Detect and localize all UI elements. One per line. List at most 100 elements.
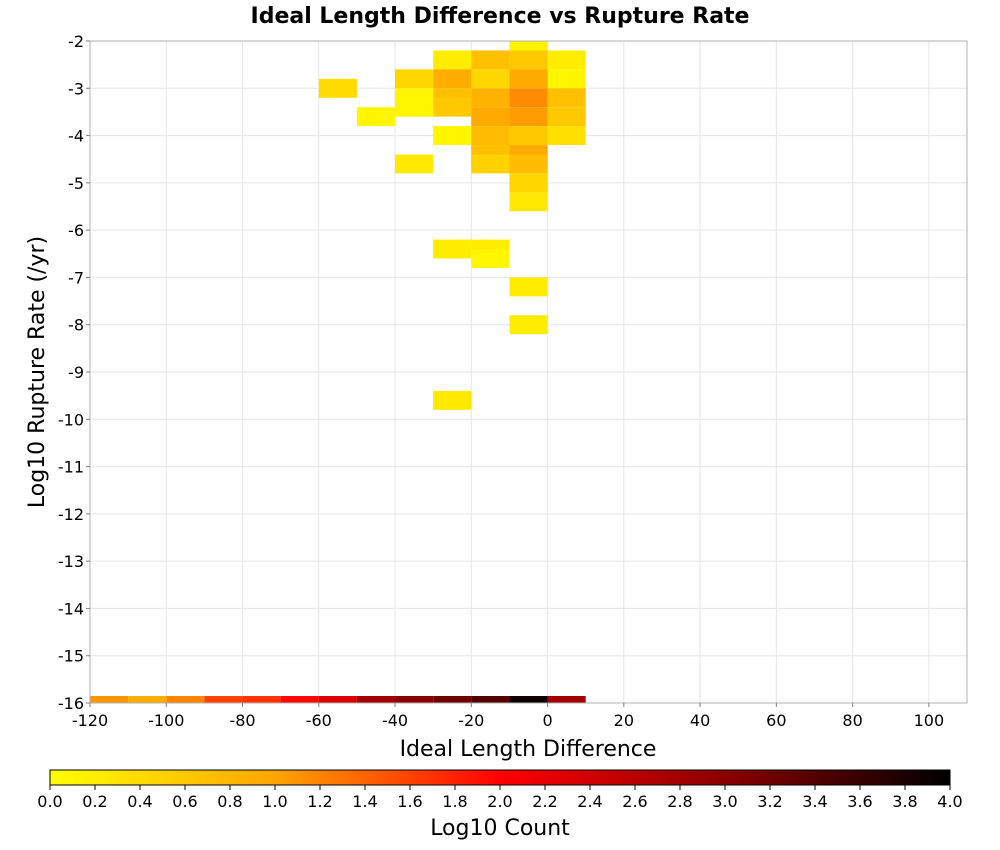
heatmap-cell bbox=[471, 107, 510, 127]
heatmap-cell bbox=[318, 696, 357, 703]
colorbar-tick-label: 0.8 bbox=[217, 792, 242, 811]
y-tick-label: -13 bbox=[58, 552, 84, 571]
heatmap-cell bbox=[547, 69, 586, 89]
heatmap-cell bbox=[90, 696, 129, 703]
heatmap-cell bbox=[509, 277, 548, 297]
heatmap-cell bbox=[509, 88, 548, 108]
heatmap-cell bbox=[204, 696, 243, 703]
heatmap-cell bbox=[509, 154, 548, 174]
y-tick-label: -3 bbox=[68, 79, 84, 98]
colorbar-tick-label: 3.4 bbox=[802, 792, 827, 811]
x-tick-label: 80 bbox=[842, 711, 862, 730]
heatmap-cell bbox=[547, 50, 586, 70]
colorbar-tick-label: 0.6 bbox=[172, 792, 197, 811]
heatmap-cells bbox=[90, 41, 586, 703]
y-tick-label: -7 bbox=[68, 268, 84, 287]
colorbar bbox=[49, 769, 951, 786]
colorbar-tick-label: 1.6 bbox=[397, 792, 422, 811]
heatmap-cell bbox=[547, 107, 586, 127]
colorbar-tick-label: 3.8 bbox=[892, 792, 917, 811]
colorbar-tick-label: 3.0 bbox=[712, 792, 737, 811]
heatmap-cell bbox=[509, 192, 548, 212]
x-tick-label: -120 bbox=[72, 711, 108, 730]
heatmap-cell bbox=[318, 78, 357, 98]
y-tick-label: -11 bbox=[58, 458, 84, 477]
y-tick-label: -16 bbox=[58, 694, 84, 713]
x-tick-label: 40 bbox=[690, 711, 710, 730]
colorbar-tick-label: 0.4 bbox=[127, 792, 152, 811]
heatmap-cell bbox=[433, 390, 472, 410]
heatmap-cell bbox=[433, 696, 472, 703]
x-tick-label: -40 bbox=[382, 711, 408, 730]
y-tick-label: -5 bbox=[68, 174, 84, 193]
colorbar-tick-label: 2.8 bbox=[667, 792, 692, 811]
colorbar-tick-label: 3.2 bbox=[757, 792, 782, 811]
colorbar-tick-label: 1.0 bbox=[262, 792, 287, 811]
heatmap-cell bbox=[433, 97, 472, 117]
heatmap-cell bbox=[166, 696, 205, 703]
heatmap-cell bbox=[242, 696, 281, 703]
y-tick-label: -12 bbox=[58, 505, 84, 524]
heatmap-cell bbox=[356, 696, 396, 703]
heatmap-cell bbox=[509, 69, 548, 89]
x-tick-label: 60 bbox=[766, 711, 786, 730]
colorbar-tick-label: 3.6 bbox=[847, 792, 872, 811]
heatmap-cell bbox=[471, 69, 510, 89]
heatmap-cell bbox=[471, 50, 510, 70]
y-tick-label: -4 bbox=[68, 127, 84, 146]
heatmap-cell bbox=[395, 97, 434, 117]
heatmap-cell bbox=[433, 69, 472, 89]
heatmap-cell bbox=[509, 173, 548, 193]
heatmap-cell bbox=[433, 50, 472, 70]
heatmap-cell bbox=[395, 69, 434, 89]
y-tick-label: -2 bbox=[68, 32, 84, 51]
heatmap-cell bbox=[395, 154, 434, 174]
x-tick-label: 20 bbox=[614, 711, 634, 730]
colorbar-tick-label: 1.2 bbox=[307, 792, 332, 811]
heatmap-cell bbox=[433, 126, 472, 146]
heatmap-cell bbox=[280, 696, 319, 703]
heatmap-cell bbox=[509, 41, 548, 51]
colorbar-tick-label: 1.8 bbox=[442, 792, 467, 811]
y-tick-label: -10 bbox=[58, 410, 84, 429]
colorbar-tick-label: 0.2 bbox=[82, 792, 107, 811]
heatmap-cell bbox=[471, 88, 510, 108]
heatmap-cell bbox=[471, 126, 510, 146]
x-tick-label: 100 bbox=[914, 711, 945, 730]
x-tick-label: -80 bbox=[229, 711, 255, 730]
colorbar-tick-label: 0.0 bbox=[37, 792, 62, 811]
colorbar-label: Log10 Count bbox=[430, 816, 570, 841]
heatmap-cell bbox=[509, 107, 548, 127]
heatmap-cell bbox=[509, 315, 548, 335]
x-axis-label: Ideal Length Difference bbox=[400, 737, 657, 762]
y-tick-label: -9 bbox=[68, 363, 84, 382]
heatmap-cell bbox=[471, 154, 510, 174]
y-axis-label: Log10 Rupture Rate (/yr) bbox=[25, 236, 50, 508]
x-tick-label: -20 bbox=[458, 711, 484, 730]
heatmap-cell bbox=[128, 696, 167, 703]
heatmap-cell bbox=[471, 696, 510, 703]
heatmap-cell bbox=[471, 249, 510, 268]
heatmap-cell bbox=[356, 107, 396, 127]
colorbar-tick-label: 2.0 bbox=[487, 792, 512, 811]
y-tick-label: -14 bbox=[58, 599, 84, 618]
x-tick-label: 0 bbox=[542, 711, 552, 730]
heatmap-cell bbox=[547, 126, 586, 146]
heatmap-cell bbox=[547, 88, 586, 108]
heatmap-cell bbox=[509, 126, 548, 146]
heatmap-cell bbox=[509, 50, 548, 70]
y-axis-ticks: -2 -3 -4 -5 -6 -7 -8 -9 -10 -11 -12 -13 -14 -15 -16 bbox=[58, 32, 90, 713]
colorbar-tick-label: 2.6 bbox=[622, 792, 647, 811]
heatmap-cell bbox=[509, 696, 548, 703]
colorbar-tick-label: 2.2 bbox=[532, 792, 557, 811]
x-tick-label: -60 bbox=[306, 711, 332, 730]
colorbar-tick-label: 1.4 bbox=[352, 792, 377, 811]
colorbar-tick-label: 2.4 bbox=[577, 792, 602, 811]
heatmap-cell bbox=[395, 696, 434, 703]
y-tick-label: -6 bbox=[68, 221, 84, 240]
heatmap-cell bbox=[433, 239, 472, 259]
heatmap-cell bbox=[547, 696, 586, 703]
colorbar-tick-label: 4.0 bbox=[937, 792, 962, 811]
y-tick-label: -8 bbox=[68, 316, 84, 335]
